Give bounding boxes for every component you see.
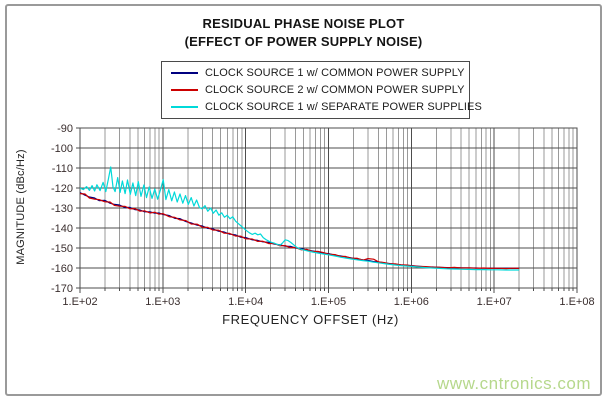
legend-label: CLOCK SOURCE 1 w/ SEPARATE POWER SUPPLIE…	[205, 100, 482, 113]
svg-text:-100: -100	[51, 143, 73, 155]
svg-text:-170: -170	[51, 283, 73, 295]
legend-line-swatch-navy	[171, 71, 198, 74]
svg-text:1.E+02: 1.E+02	[62, 296, 97, 308]
svg-text:-90: -90	[57, 123, 73, 135]
svg-text:1.E+07: 1.E+07	[477, 296, 512, 308]
series-line-0	[79, 192, 520, 269]
series-line-1	[79, 193, 520, 270]
svg-text:1.E+03: 1.E+03	[145, 296, 180, 308]
x-axis-title: FREQUENCY OFFSET (Hz)	[222, 312, 399, 327]
series-line-2	[79, 166, 520, 271]
legend-item-clock2-common: CLOCK SOURCE 2 w/ COMMON POWER SUPPLY	[162, 81, 469, 98]
legend-line-swatch-red	[171, 88, 198, 91]
legend-item-clock1-common: CLOCK SOURCE 1 w/ COMMON POWER SUPPLY	[162, 64, 469, 81]
svg-text:1.E+05: 1.E+05	[311, 296, 346, 308]
y-axis-title: MAGNITUDE (dBc/Hz)	[15, 149, 27, 265]
legend-label: CLOCK SOURCE 1 w/ COMMON POWER SUPPLY	[205, 66, 465, 79]
watermark-text: www.cntronics.com	[437, 374, 591, 393]
chart-legend: CLOCK SOURCE 1 w/ COMMON POWER SUPPLY CL…	[161, 61, 482, 119]
chart-subtitle: (EFFECT OF POWER SUPPLY NOISE)	[184, 34, 423, 49]
svg-text:-150: -150	[51, 243, 73, 255]
svg-text:1.E+04: 1.E+04	[228, 296, 263, 308]
legend-item-clock1-separate: CLOCK SOURCE 1 w/ SEPARATE POWER SUPPLIE…	[162, 98, 482, 115]
svg-text:-140: -140	[51, 223, 73, 235]
svg-text:1.E+08: 1.E+08	[559, 296, 594, 308]
svg-text:1.E+06: 1.E+06	[394, 296, 429, 308]
legend-label: CLOCK SOURCE 2 w/ COMMON POWER SUPPLY	[205, 83, 465, 96]
svg-text:-130: -130	[51, 203, 73, 215]
chart-title: RESIDUAL PHASE NOISE PLOT	[202, 16, 405, 31]
svg-text:-160: -160	[51, 263, 73, 275]
svg-text:-120: -120	[51, 183, 73, 195]
legend-line-swatch-cyan	[171, 105, 198, 108]
svg-text:-110: -110	[52, 163, 73, 175]
